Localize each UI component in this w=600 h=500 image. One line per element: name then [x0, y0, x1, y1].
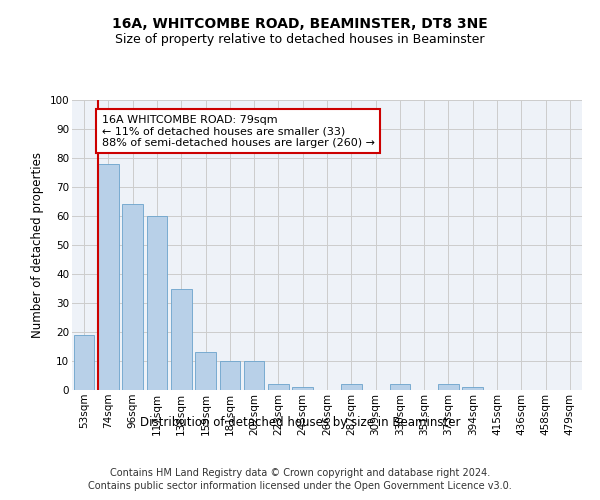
Bar	[122, 204, 143, 390]
Bar	[438, 384, 459, 390]
Bar	[171, 288, 191, 390]
Bar	[220, 361, 240, 390]
Bar	[244, 361, 265, 390]
Bar	[389, 384, 410, 390]
Bar	[74, 335, 94, 390]
Text: Distribution of detached houses by size in Beaminster: Distribution of detached houses by size …	[140, 416, 460, 429]
Text: 16A WHITCOMBE ROAD: 79sqm
← 11% of detached houses are smaller (33)
88% of semi-: 16A WHITCOMBE ROAD: 79sqm ← 11% of detac…	[102, 114, 375, 148]
Bar	[195, 352, 216, 390]
Bar	[146, 216, 167, 390]
Text: Contains public sector information licensed under the Open Government Licence v3: Contains public sector information licen…	[88, 481, 512, 491]
Bar	[341, 384, 362, 390]
Text: 16A, WHITCOMBE ROAD, BEAMINSTER, DT8 3NE: 16A, WHITCOMBE ROAD, BEAMINSTER, DT8 3NE	[112, 18, 488, 32]
Text: Contains HM Land Registry data © Crown copyright and database right 2024.: Contains HM Land Registry data © Crown c…	[110, 468, 490, 477]
Y-axis label: Number of detached properties: Number of detached properties	[31, 152, 44, 338]
Bar	[463, 387, 483, 390]
Bar	[292, 387, 313, 390]
Bar	[268, 384, 289, 390]
Text: Size of property relative to detached houses in Beaminster: Size of property relative to detached ho…	[115, 32, 485, 46]
Bar	[98, 164, 119, 390]
